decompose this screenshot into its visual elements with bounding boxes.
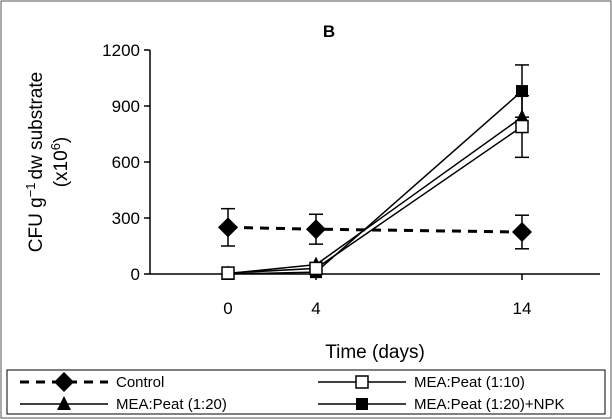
series-control — [218, 207, 532, 250]
y-tick-label: 1200 — [102, 41, 140, 60]
marker-diamond — [306, 219, 326, 240]
legend-item: MEA:Peat (1:20)+NPK — [318, 396, 564, 413]
series-mea-peat-1-10 — [221, 94, 529, 280]
y-axis-title-line2: (x106) — [48, 137, 73, 188]
y-tick-label: 0 — [131, 265, 140, 284]
legend-label: Control — [116, 374, 164, 391]
marker-diamond — [512, 222, 532, 242]
legend-item: Control — [20, 372, 164, 392]
x-tick-label: 0 — [223, 299, 232, 318]
x-tick-label: 4 — [311, 299, 320, 318]
series-line — [227, 90, 523, 275]
marker-diamond — [218, 217, 238, 238]
marker-filled-square — [516, 85, 528, 98]
legend-label: MEA:Peat (1:20)+NPK — [414, 396, 564, 413]
series-line — [227, 116, 523, 275]
y-tick-label: 600 — [112, 153, 140, 172]
series-mea-peat-1-20 — [221, 109, 529, 280]
axes: 0 300 600 900 1200 0 4 14 — [102, 41, 600, 318]
panel-label: B — [323, 22, 335, 41]
x-tick-label: 14 — [513, 299, 532, 318]
series-mea-peat-1-20-npk — [222, 64, 529, 280]
x-axis-title: Time (days) — [325, 342, 425, 363]
series-layer — [218, 64, 532, 280]
y-axis-title-line1: CFU g−1dw substrate — [23, 72, 48, 252]
marker-open-square — [309, 261, 323, 276]
marker-open-square — [515, 119, 529, 134]
y-tick-label: 300 — [112, 209, 140, 228]
legend: Control MEA:Peat (1:10) MEA:Peat (1:20) MEA… — [6, 369, 606, 415]
legend-box — [6, 369, 606, 415]
legend-item: MEA:Peat (1:20) — [20, 396, 227, 413]
legend-label: MEA:Peat (1:20) — [116, 396, 227, 413]
marker-diamond — [54, 372, 74, 392]
marker-open-square — [221, 266, 235, 280]
y-tick-label: 900 — [112, 97, 140, 116]
legend-item: MEA:Peat (1:10) — [318, 374, 525, 391]
legend-label: MEA:Peat (1:10) — [414, 374, 525, 391]
marker-triangle — [57, 396, 71, 410]
marker-open-square — [355, 375, 369, 389]
marker-filled-square — [356, 398, 368, 410]
